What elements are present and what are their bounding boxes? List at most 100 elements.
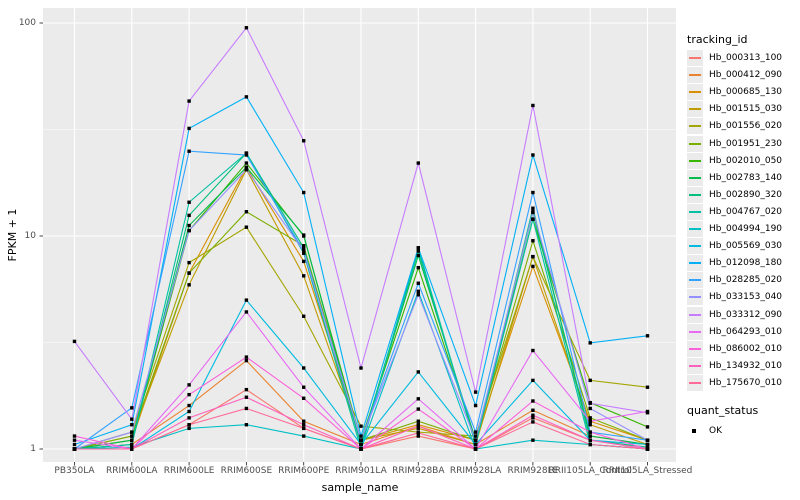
data-point [588,401,592,405]
data-point [244,167,249,172]
data-point [130,406,134,410]
legend-line-icon [689,313,701,316]
legend-key [687,203,703,220]
legend-line-icon [689,142,701,145]
data-point [645,442,650,447]
data-point [359,366,363,370]
data-point [531,408,535,412]
quant-ok-label: OK [709,426,722,436]
data-point [187,426,191,431]
data-point [130,442,134,447]
data-point [244,165,249,170]
legend-entry-label: Hb_002783_140 [709,172,783,183]
data-point [588,423,592,427]
legend-key [687,272,703,289]
data-point [588,434,592,438]
data-point [72,438,77,442]
data-point [244,95,249,99]
legend-key [687,169,703,186]
data-point [130,438,134,442]
legend-entry-label: Hb_033312_090 [709,309,783,320]
data-point [416,265,420,270]
legend-line-icon [689,125,701,128]
data-point [130,423,134,427]
legend-key [687,67,703,84]
quant-legend-title: quant_status [687,404,759,417]
data-point [531,413,535,417]
legend-entry-label: Hb_001556_020 [709,121,783,132]
data-point [416,426,420,431]
data-point [531,264,535,269]
legend-key [687,101,703,118]
data-point [187,416,191,420]
x-tick-label: PB350LA [54,466,95,476]
data-point [187,392,191,397]
data-point [244,225,249,229]
legend-entry-label: Hb_000412_090 [709,70,783,81]
data-point [244,210,249,214]
data-point [244,151,249,155]
legend-line-icon [689,347,701,350]
data-point [416,289,420,294]
data-point [416,281,420,285]
legend-entry-label: Hb_005569_030 [709,241,783,252]
legend-line-icon [689,296,701,299]
data-point [416,397,420,401]
data-point [302,246,306,250]
x-tick-label: RRII105LA_Control [548,466,632,476]
data-point [302,249,306,253]
data-point [187,260,191,265]
legend-entry-label: Hb_028285_020 [709,275,783,286]
data-point [416,419,420,423]
data-point [645,425,650,429]
legend-line-icon [689,279,701,282]
data-point [302,426,306,431]
legend-entry-label: Hb_001951_230 [709,138,783,149]
legend-entry-label: Hb_012098_180 [709,258,783,269]
data-point [187,403,191,408]
data-point [302,259,306,264]
data-point [187,228,191,233]
data-point [416,253,420,258]
data-point [302,419,306,423]
legend-key [687,221,703,237]
y-tick-label: 1 [30,443,36,454]
legend-line-icon [689,193,701,196]
data-point [302,396,306,400]
data-point [187,213,191,218]
legend-entry-label: Hb_134932_010 [709,360,783,371]
data-point [531,378,535,383]
legend-key [687,340,703,357]
legend-line-icon [689,57,701,59]
data-point [130,447,134,451]
legend-key [687,186,703,203]
x-tick-label: RRIM928BA [392,466,445,476]
data-point [244,161,249,165]
y-tick-label: 10 [24,230,36,241]
data-point [416,370,420,374]
data-point [531,206,535,210]
legend-line-icon [689,381,701,384]
legend-entry-label: Hb_086002_010 [709,343,783,354]
data-point [244,26,249,30]
data-point [359,438,363,442]
legend-line-icon [689,91,701,94]
data-point [588,442,592,447]
legend-entry-label: Hb_064293_010 [709,326,783,337]
data-point [244,355,249,359]
data-point [72,442,77,447]
data-point [416,246,420,250]
data-point [531,217,535,221]
data-point [302,190,306,195]
data-point [416,293,420,297]
legend-entry-label: Hb_002890_320 [709,189,783,200]
data-point [588,430,592,434]
data-point [187,223,191,228]
legend-key [687,323,703,340]
data-point [130,417,134,421]
data-point [302,434,306,438]
data-point [187,283,191,287]
data-point [302,274,306,278]
legend-key [687,152,703,169]
x-tick-label: RRII105LA_Stressed [602,466,693,476]
